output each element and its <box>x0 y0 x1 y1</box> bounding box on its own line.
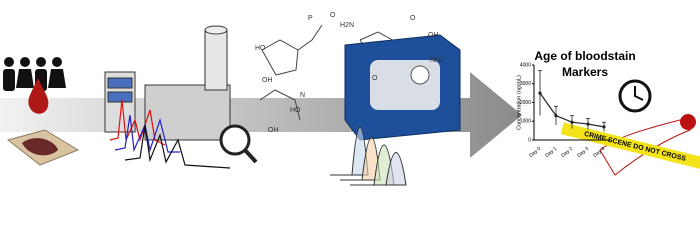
molecule-label: P <box>308 15 313 22</box>
molecule-label: N <box>300 92 305 99</box>
title-line: Markers <box>562 65 608 79</box>
molecule-labels: HO OH P O HO OH H2N O OH NH2 O N <box>255 12 444 134</box>
molecule-label: H2N <box>340 22 354 29</box>
molecule-label: O <box>330 12 336 19</box>
molecule-label: O <box>410 15 416 22</box>
molecule-label: HO <box>290 107 301 114</box>
data-point <box>602 125 606 129</box>
magnifier <box>219 124 251 156</box>
molecule-label: HO <box>255 45 266 52</box>
body-head <box>680 114 696 130</box>
chromatograms <box>109 99 231 169</box>
data-point <box>538 91 542 95</box>
clock-hands <box>634 86 644 101</box>
small-chart: Age of bloodstain Markers 0 1000 2000 3000 400… <box>516 49 635 159</box>
hplc-system <box>344 34 461 141</box>
peaks <box>330 127 407 186</box>
bloodstain <box>22 138 58 156</box>
y-tick-label: 0 <box>528 137 531 143</box>
molecule-label: OH <box>428 32 439 39</box>
molecule-label: OH <box>268 127 279 134</box>
x-tick-label: Day 3 <box>576 146 590 159</box>
x-tick-label: Day 2 <box>560 146 574 159</box>
x-tick-label: Day 0 <box>528 146 542 159</box>
blood-drop <box>28 78 49 114</box>
crime-tape <box>560 122 700 171</box>
molecule-label: OH <box>262 77 273 84</box>
data-point <box>570 120 574 124</box>
chart-title: Age of bloodstain Markers <box>534 49 635 79</box>
y-tick-label: 2000 <box>520 100 531 106</box>
y-tick-label: 3000 <box>520 81 531 87</box>
molecule-label: O <box>372 75 378 82</box>
data-point <box>554 114 558 118</box>
y-tick-label: 4000 <box>520 62 531 68</box>
x-tick-label: Day 1 <box>544 146 558 159</box>
molecule-label: NH2 <box>430 57 444 64</box>
y-tick-label: 1000 <box>520 119 531 125</box>
process-arrow <box>0 72 522 158</box>
people-icons <box>3 57 66 91</box>
data-point <box>586 122 590 126</box>
title-line: Age of bloodstain <box>534 49 635 63</box>
magnifier-handle <box>243 148 258 164</box>
y-axis-label: Concentration (ng/mL) <box>516 75 522 130</box>
